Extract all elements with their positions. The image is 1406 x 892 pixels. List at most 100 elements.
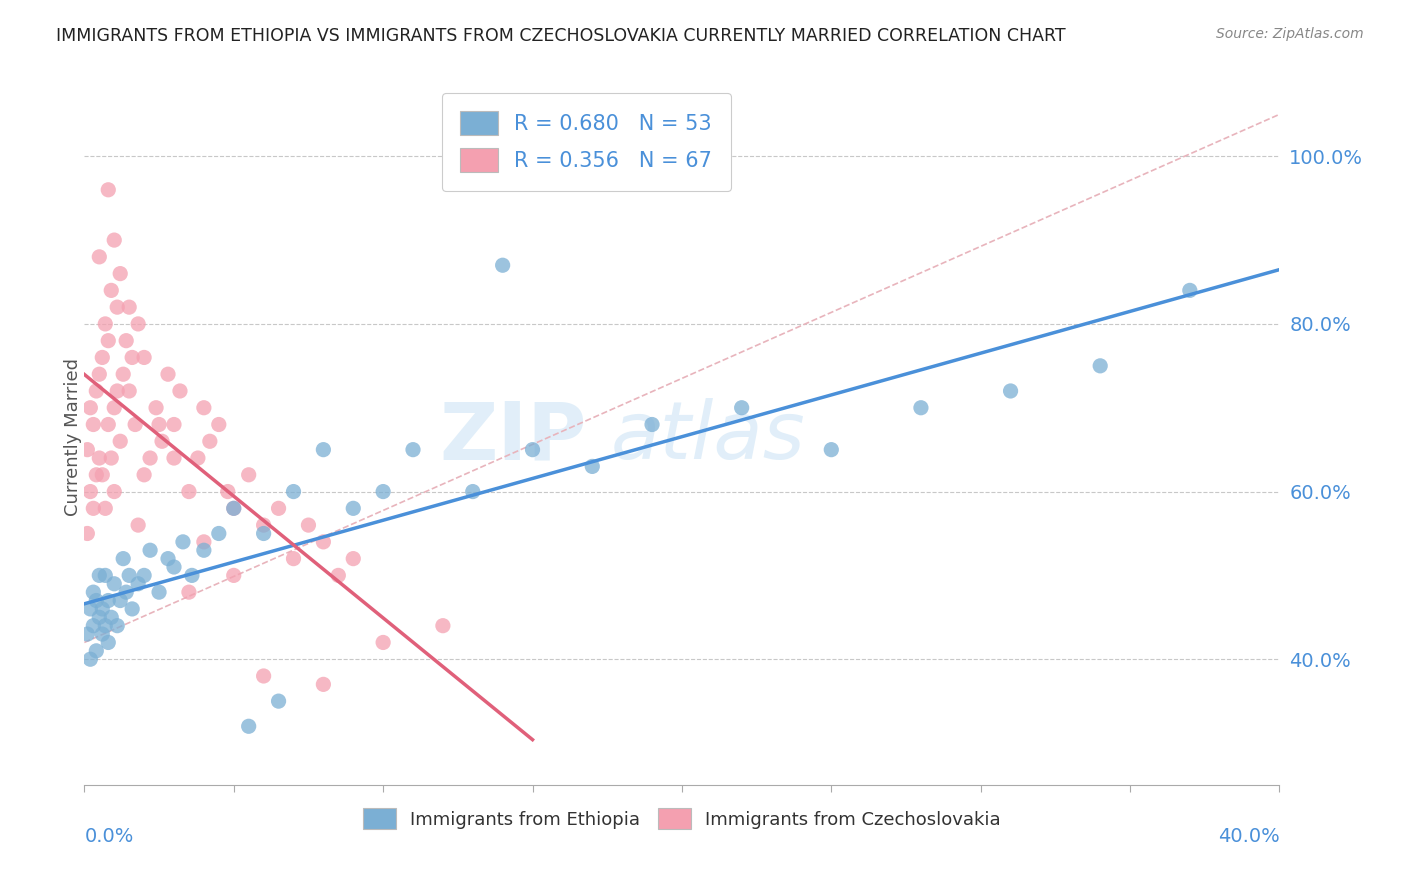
- Point: [82, 417, 104, 432]
- Point: [238, 719, 260, 733]
- Point: [217, 484, 239, 499]
- Point: [110, 434, 132, 449]
- Point: [193, 534, 215, 549]
- Point: [94, 568, 117, 582]
- Point: [89, 568, 111, 582]
- Point: [127, 317, 149, 331]
- Point: [91, 602, 114, 616]
- Point: [253, 526, 276, 541]
- Point: [150, 434, 173, 449]
- Point: [112, 368, 135, 382]
- Point: [82, 585, 104, 599]
- Point: [222, 501, 245, 516]
- Point: [100, 610, 122, 624]
- Text: ZIP: ZIP: [439, 398, 586, 476]
- Point: [181, 568, 204, 582]
- Point: [172, 534, 194, 549]
- Point: [91, 467, 114, 482]
- Point: [132, 351, 156, 365]
- Point: [94, 618, 117, 632]
- Point: [76, 627, 98, 641]
- Point: [100, 450, 122, 465]
- Point: [91, 351, 114, 365]
- Point: [132, 568, 156, 582]
- Point: [97, 417, 120, 432]
- Point: [118, 568, 141, 582]
- Point: [1178, 284, 1201, 298]
- Point: [97, 334, 120, 348]
- Point: [177, 585, 200, 599]
- Point: [112, 551, 135, 566]
- Point: [110, 267, 132, 281]
- Point: [79, 652, 101, 666]
- Point: [76, 526, 98, 541]
- Point: [115, 585, 138, 599]
- Point: [581, 459, 603, 474]
- Point: [94, 317, 117, 331]
- Point: [312, 677, 335, 691]
- Point: [461, 484, 484, 499]
- Point: [100, 284, 122, 298]
- Point: [163, 560, 186, 574]
- Point: [127, 576, 149, 591]
- Point: [124, 417, 146, 432]
- Point: [641, 417, 664, 432]
- Point: [522, 442, 544, 457]
- Point: [105, 618, 128, 632]
- Point: [163, 417, 186, 432]
- Point: [328, 568, 350, 582]
- Point: [1090, 359, 1112, 373]
- Point: [86, 593, 108, 607]
- Point: [148, 585, 170, 599]
- Point: [115, 334, 138, 348]
- Point: [103, 401, 125, 415]
- Point: [86, 467, 108, 482]
- Point: [222, 501, 245, 516]
- Point: [253, 669, 276, 683]
- Point: [208, 417, 231, 432]
- Point: [97, 635, 120, 649]
- Point: [373, 635, 395, 649]
- Point: [492, 258, 515, 272]
- Point: [402, 442, 425, 457]
- Point: [1000, 384, 1022, 398]
- Point: [105, 300, 128, 314]
- Point: [97, 183, 120, 197]
- Text: Source: ZipAtlas.com: Source: ZipAtlas.com: [1216, 27, 1364, 41]
- Point: [103, 233, 125, 247]
- Point: [312, 442, 335, 457]
- Text: 40.0%: 40.0%: [1218, 827, 1279, 846]
- Point: [82, 501, 104, 516]
- Point: [105, 384, 128, 398]
- Legend: Immigrants from Ethiopia, Immigrants from Czechoslovakia: Immigrants from Ethiopia, Immigrants fro…: [347, 792, 1017, 846]
- Point: [148, 417, 170, 432]
- Point: [157, 551, 180, 566]
- Point: [169, 384, 191, 398]
- Text: atlas: atlas: [610, 398, 806, 476]
- Point: [283, 484, 305, 499]
- Point: [177, 484, 200, 499]
- Point: [79, 484, 101, 499]
- Text: IMMIGRANTS FROM ETHIOPIA VS IMMIGRANTS FROM CZECHOSLOVAKIA CURRENTLY MARRIED COR: IMMIGRANTS FROM ETHIOPIA VS IMMIGRANTS F…: [56, 27, 1066, 45]
- Text: 0.0%: 0.0%: [84, 827, 134, 846]
- Point: [118, 384, 141, 398]
- Point: [121, 602, 143, 616]
- Point: [198, 434, 221, 449]
- Point: [193, 543, 215, 558]
- Point: [127, 518, 149, 533]
- Point: [267, 501, 290, 516]
- Point: [86, 644, 108, 658]
- Point: [91, 627, 114, 641]
- Point: [89, 250, 111, 264]
- Point: [82, 618, 104, 632]
- Point: [910, 401, 932, 415]
- Point: [163, 450, 186, 465]
- Point: [79, 401, 101, 415]
- Point: [86, 384, 108, 398]
- Point: [94, 501, 117, 516]
- Point: [97, 593, 120, 607]
- Point: [110, 593, 132, 607]
- Point: [89, 450, 111, 465]
- Point: [89, 368, 111, 382]
- Point: [238, 467, 260, 482]
